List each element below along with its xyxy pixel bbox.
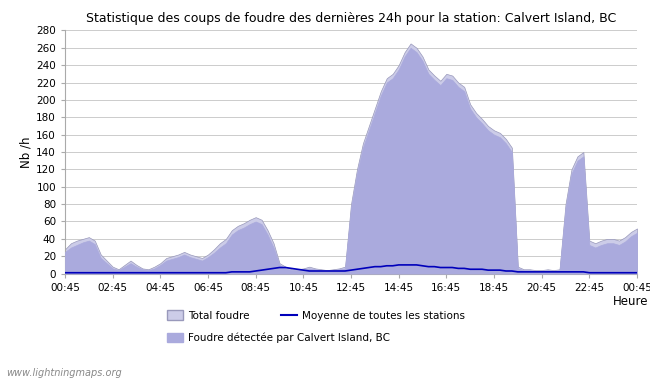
Text: www.lightningmaps.org: www.lightningmaps.org <box>6 368 122 378</box>
Legend: Foudre détectée par Calvert Island, BC: Foudre détectée par Calvert Island, BC <box>168 332 390 343</box>
Y-axis label: Nb /h: Nb /h <box>19 136 32 168</box>
Title: Statistique des coups de foudre des dernières 24h pour la station: Calvert Islan: Statistique des coups de foudre des dern… <box>86 12 616 25</box>
X-axis label: Heure: Heure <box>613 295 649 309</box>
